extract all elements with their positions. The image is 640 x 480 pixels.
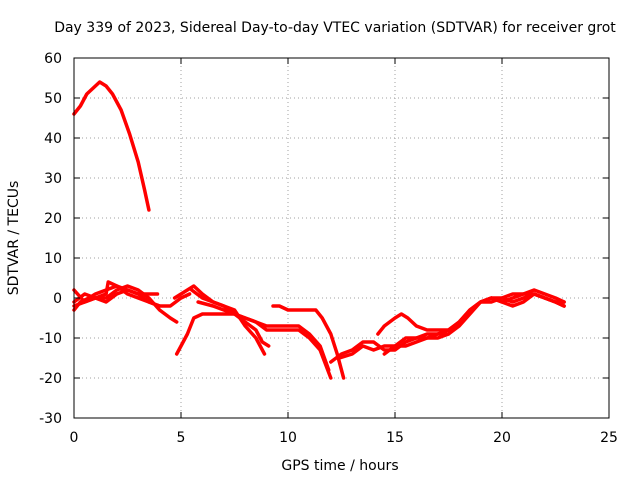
y-tick-label: -20 <box>39 371 62 387</box>
series-arc-mid-5 <box>271 304 346 380</box>
series-arc-early-3 <box>72 284 179 324</box>
y-tick-label: 30 <box>44 171 62 187</box>
x-tick-label: 10 <box>279 430 297 446</box>
y-tick-label: 50 <box>44 91 62 107</box>
y-tick-label: 20 <box>44 211 62 227</box>
y-tick-label: 0 <box>53 291 62 307</box>
series-arc-late-1 <box>329 292 566 364</box>
y-tick-label: 40 <box>44 131 62 147</box>
grid-lines <box>74 58 609 418</box>
series-arc-late-4 <box>382 288 566 356</box>
x-tick-label: 25 <box>600 430 618 446</box>
y-tick-label: -30 <box>39 411 62 427</box>
y-tick-labels: -30 -20 -10 0 10 20 30 40 50 60 <box>39 51 62 427</box>
y-tick-label: -10 <box>39 331 62 347</box>
x-tick-label: 0 <box>70 430 79 446</box>
data-series <box>72 80 566 380</box>
y-axis-label: SDTVAR / TECUs <box>6 181 22 296</box>
y-tick-label: 60 <box>44 51 62 67</box>
axis-ticks <box>73 57 610 419</box>
series-arc-mid-1 <box>174 312 333 380</box>
x-tick-labels: 0 5 10 15 20 25 <box>70 430 618 446</box>
plot-border <box>73 57 610 419</box>
series-arc-mid-4 <box>196 300 331 372</box>
y-tick-label: 10 <box>44 251 62 267</box>
chart-title: Day 339 of 2023, Sidereal Day-to-day VTE… <box>54 20 616 36</box>
x-tick-label: 15 <box>386 430 404 446</box>
series-arc-mid-3 <box>189 288 267 356</box>
x-tick-label: 5 <box>177 430 186 446</box>
series-arc-high <box>72 80 151 212</box>
x-axis-label: GPS time / hours <box>281 458 398 474</box>
x-tick-label: 20 <box>493 430 511 446</box>
series-arc-late-3 <box>376 292 566 336</box>
series-arc-early-4 <box>72 288 192 308</box>
